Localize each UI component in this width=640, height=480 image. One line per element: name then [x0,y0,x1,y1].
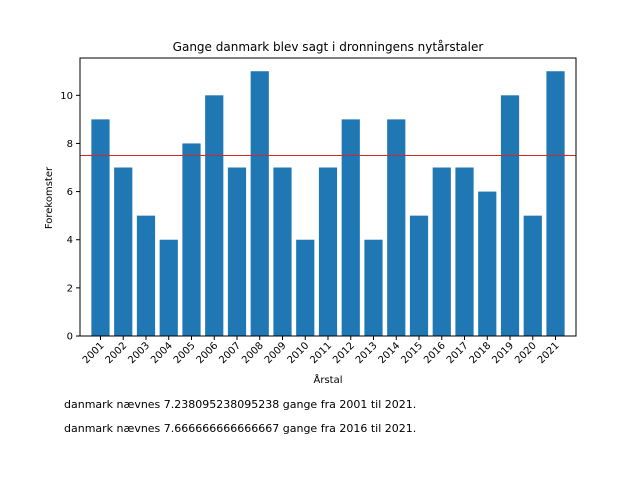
x-tick-label: 2005 [172,340,198,366]
x-tick-label: 2004 [149,340,175,366]
x-tick-label: 2015 [399,340,425,366]
x-tick-label: 2013 [354,340,380,366]
y-axis: 0 2 4 6 8 10 [60,91,80,343]
y-tick-label: 10 [60,91,73,102]
x-axis-label: Årstal [314,373,343,386]
bar-2010 [296,239,315,336]
note-average-2016-2021: danmark nævnes 7.666666666666667 gange f… [64,422,417,435]
x-tick-label: 2021 [536,340,562,366]
x-tick-label: 2018 [468,340,494,366]
bar-2017 [455,167,474,336]
y-tick-label: 0 [67,332,73,343]
bar-2007 [227,167,247,336]
bar-2001 [91,119,110,336]
x-tick-label: 2002 [104,340,130,366]
x-tick-label: 2019 [490,340,516,366]
bar-2011 [318,167,338,336]
bar-2004 [159,239,178,336]
chart-title: Gange danmark blev sagt i dronningens ny… [173,40,484,54]
bar-2015 [409,215,429,336]
x-tick-label: 2006 [195,340,221,366]
x-axis: 2001200220032004200520062007200820092010… [81,336,562,366]
bar-2013 [364,239,383,336]
bar-2020 [523,215,542,336]
bars-group [91,71,565,337]
bar-2012 [341,119,360,336]
bar-2003 [136,215,156,336]
x-tick-label: 2016 [422,340,448,366]
x-tick-label: 2012 [331,340,357,366]
bar-2016 [432,167,451,336]
bar-2021 [546,71,565,337]
x-tick-label: 2003 [126,340,152,366]
x-tick-label: 2007 [217,340,243,366]
bar-2009 [273,167,292,336]
bar-2018 [478,191,497,336]
x-tick-label: 2017 [445,340,471,366]
bar-2005 [182,143,201,336]
y-tick-label: 6 [67,187,73,198]
y-tick-label: 8 [67,139,73,150]
bar-2008 [250,71,269,337]
bar-2006 [205,95,224,336]
x-tick-label: 2001 [81,340,107,366]
x-tick-label: 2009 [263,340,289,366]
y-axis-label: Forekomster [44,166,55,229]
y-tick-label: 2 [67,283,73,294]
x-tick-label: 2010 [286,340,312,366]
bar-2019 [500,95,520,336]
x-tick-label: 2008 [240,340,266,366]
x-tick-label: 2020 [513,340,539,366]
x-tick-label: 2011 [308,340,334,366]
bar-2014 [387,119,406,336]
x-tick-label: 2014 [377,340,403,366]
bar-2002 [114,167,133,336]
note-average-2001-2021: danmark nævnes 7.238095238095238 gange f… [64,398,417,411]
y-tick-label: 4 [67,235,73,246]
